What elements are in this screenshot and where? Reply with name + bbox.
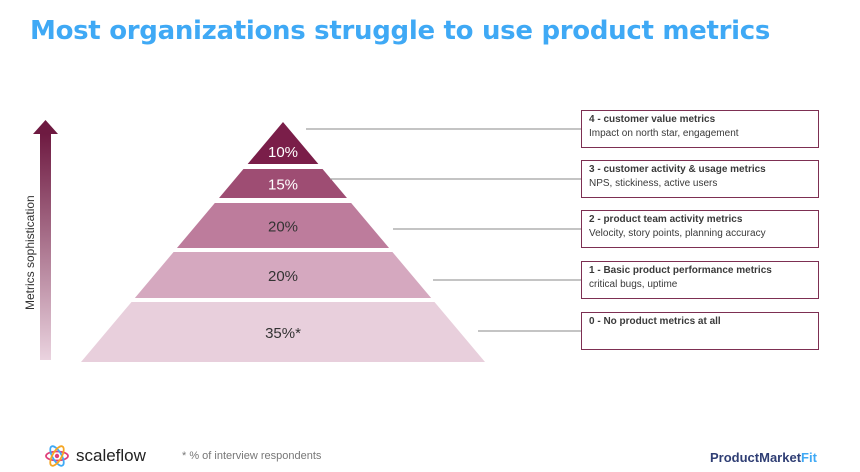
scaleflow-logo: scaleflow xyxy=(44,443,146,469)
y-axis-label: Metrics sophistication xyxy=(23,195,37,310)
tier-percentage: 15% xyxy=(268,177,298,194)
tier-description-box: 3 - customer activity & usage metrics NPS… xyxy=(581,160,819,198)
tier-heading: 0 - No product metrics at all xyxy=(589,316,721,327)
tier-percentage: 10% xyxy=(268,144,298,161)
pyramid-tier-4 xyxy=(247,122,319,164)
tier-heading: 4 - customer value metrics xyxy=(589,114,716,125)
tier-heading: 3 - customer activity & usage metrics xyxy=(589,164,766,175)
tier-description-box: 2 - product team activity metrics Velocit… xyxy=(581,210,819,248)
tier-subtext: Impact on north star, engagement xyxy=(589,128,739,139)
tier-percentage: 35%* xyxy=(265,325,301,342)
brand-part2: Fit xyxy=(801,450,817,465)
tier-description-box: 1 - Basic product performance metrics cri… xyxy=(581,261,819,299)
tier-heading: 1 - Basic product performance metrics xyxy=(589,265,772,276)
productmarketfit-brand: ProductMarketFit xyxy=(710,450,817,465)
pyramid-tier-2 xyxy=(176,203,390,248)
tier-percentage: 20% xyxy=(268,268,298,285)
sophistication-arrow xyxy=(33,120,58,360)
pyramid-tier-0 xyxy=(81,302,485,362)
pyramid-tier-1 xyxy=(134,252,432,298)
tier-subtext: NPS, stickiness, active users xyxy=(589,178,718,189)
tier-percentage: 20% xyxy=(268,219,298,236)
brand-part1: ProductMarket xyxy=(710,450,802,465)
atom-icon xyxy=(45,445,69,467)
tier-subtext: critical bugs, uptime xyxy=(589,279,678,290)
tier-subtext: Velocity, story points, planning accurac… xyxy=(589,228,766,239)
logo-name: scaleflow xyxy=(76,446,146,465)
pyramid-tier-3 xyxy=(219,169,347,198)
tier-heading: 2 - product team activity metrics xyxy=(589,214,743,225)
slide-title: Most organizations struggle to use produ… xyxy=(30,16,771,46)
tier-description-box: 4 - customer value metrics Impact on nort… xyxy=(581,110,819,148)
tier-description-box: 0 - No product metrics at all xyxy=(581,312,819,350)
footnote: * % of interview respondents xyxy=(182,450,322,462)
